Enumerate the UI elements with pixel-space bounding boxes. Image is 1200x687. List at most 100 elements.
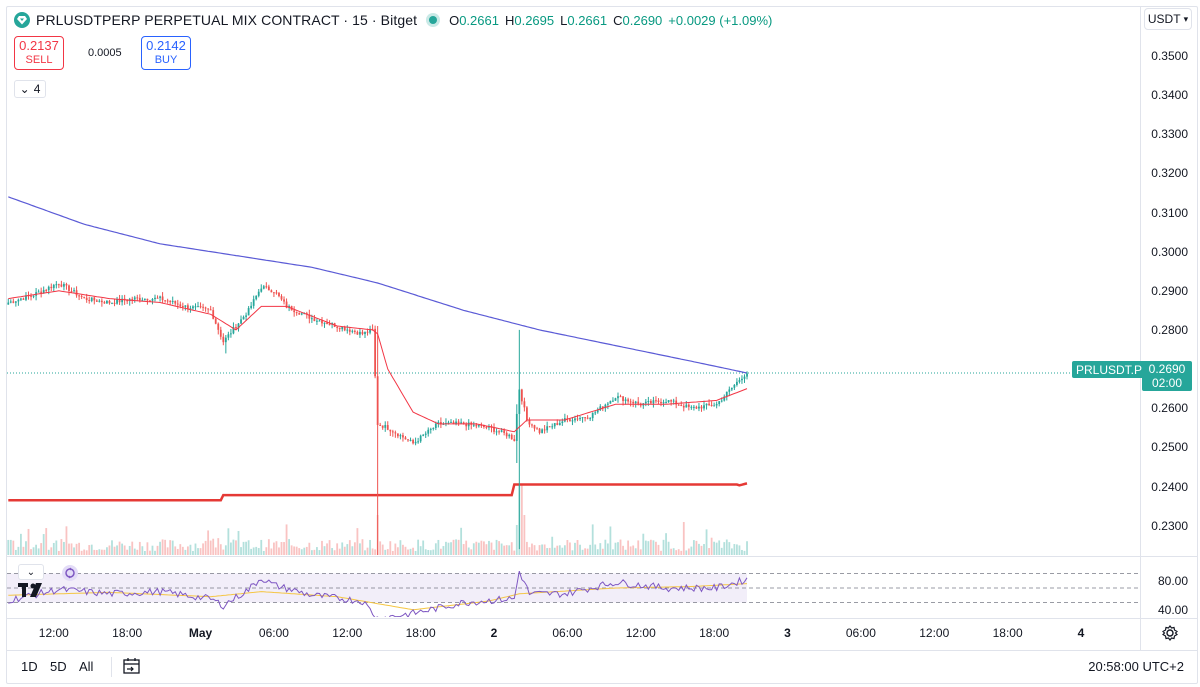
range-all-button[interactable]: All <box>79 659 94 674</box>
volume-bar <box>123 545 126 555</box>
volume-bar <box>255 546 258 555</box>
candle-body <box>141 299 144 301</box>
candle-body <box>356 331 359 335</box>
volume-bar <box>98 549 101 555</box>
pane-divider[interactable] <box>7 556 1198 557</box>
candle-body <box>376 376 379 425</box>
volume-bar <box>396 547 399 555</box>
range-1d-button[interactable]: 1D <box>21 659 38 674</box>
range-5d-button[interactable]: 5D <box>50 659 67 674</box>
volume-bar <box>9 539 12 555</box>
time-axis-divider <box>7 618 1198 619</box>
candle-body <box>57 284 60 286</box>
volume-bar <box>695 540 698 555</box>
volume-bar <box>622 545 624 555</box>
rsi-collapse-button[interactable]: ⌄ <box>18 564 44 580</box>
volume-bar <box>343 546 346 555</box>
candle-body <box>257 291 260 296</box>
currency-select[interactable]: USDT ▾ <box>1144 8 1192 30</box>
tradingview-logo-icon[interactable] <box>18 582 48 603</box>
price-tick: 0.3000 <box>1151 244 1188 259</box>
buy-button[interactable]: 0.2142 BUY <box>141 36 191 70</box>
gear-icon[interactable] <box>1161 624 1179 642</box>
candle-body <box>323 322 326 324</box>
candle-body <box>649 401 652 404</box>
volume-bar <box>313 549 316 555</box>
candle-body <box>422 434 425 436</box>
volume-bar <box>480 540 483 555</box>
volume-bar <box>538 545 541 555</box>
candle-body <box>450 421 452 423</box>
candle-body <box>283 299 285 302</box>
volume-bar <box>366 547 369 555</box>
volume-bar <box>133 548 136 555</box>
sell-button[interactable]: 0.2137 SELL <box>14 36 64 70</box>
volume-bar <box>143 550 146 555</box>
volume-bar <box>384 549 387 555</box>
chevron-down-icon: ▾ <box>1183 13 1189 24</box>
rsi-moving-average-line[interactable] <box>8 583 748 611</box>
candles[interactable] <box>7 280 748 555</box>
candle-body <box>561 421 564 424</box>
volume-bar <box>50 547 53 555</box>
candle-body <box>396 433 399 437</box>
candle-body <box>437 422 440 424</box>
volume-bar <box>346 544 349 555</box>
candle-body <box>432 427 435 429</box>
candle-body <box>192 306 194 309</box>
candle-body <box>483 425 485 427</box>
calendar-goto-icon[interactable] <box>122 657 142 675</box>
price-chart[interactable] <box>7 7 1140 555</box>
volume-bar <box>389 541 392 555</box>
fast-moving-average-line[interactable] <box>8 290 748 433</box>
volume-bar <box>27 528 30 555</box>
volume-bar <box>649 539 652 555</box>
volume-bar <box>103 549 106 555</box>
volume-bar <box>551 536 554 555</box>
volume-bar <box>351 546 354 555</box>
volume-bar <box>184 549 187 555</box>
indicators-toggle-button[interactable]: ⌄ 4 <box>14 80 46 98</box>
sell-label: SELL <box>25 54 53 66</box>
rsi-settings-icon[interactable] <box>62 565 78 581</box>
candle-body <box>298 313 301 315</box>
volume-bar <box>85 550 88 555</box>
candle-body <box>151 299 154 301</box>
candle-body <box>103 302 106 304</box>
symbol-header: PRLUSDTPERP PERPETUAL MIX CONTRACT · 15 … <box>14 10 772 30</box>
volume-bar <box>553 547 556 555</box>
candle-body <box>113 302 116 304</box>
volume-bar <box>300 549 303 555</box>
market-status-dot[interactable] <box>429 16 438 24</box>
candle-body <box>381 425 384 428</box>
spread-value: 0.0005 <box>88 47 122 59</box>
symbol-title[interactable]: PRLUSDTPERP PERPETUAL MIX CONTRACT · 15 … <box>36 12 418 28</box>
volume-bar <box>399 540 402 555</box>
rsi-line[interactable] <box>8 570 748 617</box>
volume-bar <box>316 547 318 555</box>
volume-bar <box>341 542 344 555</box>
volume-bar <box>429 550 432 555</box>
rsi-pane[interactable] <box>7 559 1140 617</box>
volume-bar <box>146 542 149 555</box>
candle-body <box>204 307 207 309</box>
candle-body <box>359 331 361 335</box>
volume-bar <box>606 543 609 555</box>
last-price-tag: 0.2690 02:00 <box>1142 361 1192 391</box>
slow-moving-average-line[interactable] <box>8 196 748 374</box>
candle-body <box>146 298 149 301</box>
candle-body <box>581 417 584 419</box>
volume-bar <box>265 547 268 555</box>
price-axis[interactable]: 0.3500 0.3400 0.3300 0.3200 0.3100 0.3000 0.29… <box>1140 7 1198 617</box>
volume-bar <box>477 542 480 555</box>
price-tick: 0.3300 <box>1151 127 1188 142</box>
volume-bar <box>285 524 288 555</box>
open-label: O <box>449 12 460 28</box>
volume-bar <box>579 544 581 555</box>
timezone-clock[interactable]: 20:58:00 UTC+2 <box>1088 659 1184 674</box>
bottom-toolbar: 1D 5D All 20:58:00 UTC+2 <box>7 651 1198 684</box>
volume-bar <box>391 550 394 555</box>
volume-bar <box>90 544 93 555</box>
candle-body <box>245 315 247 317</box>
price-axis-divider <box>1140 7 1141 650</box>
